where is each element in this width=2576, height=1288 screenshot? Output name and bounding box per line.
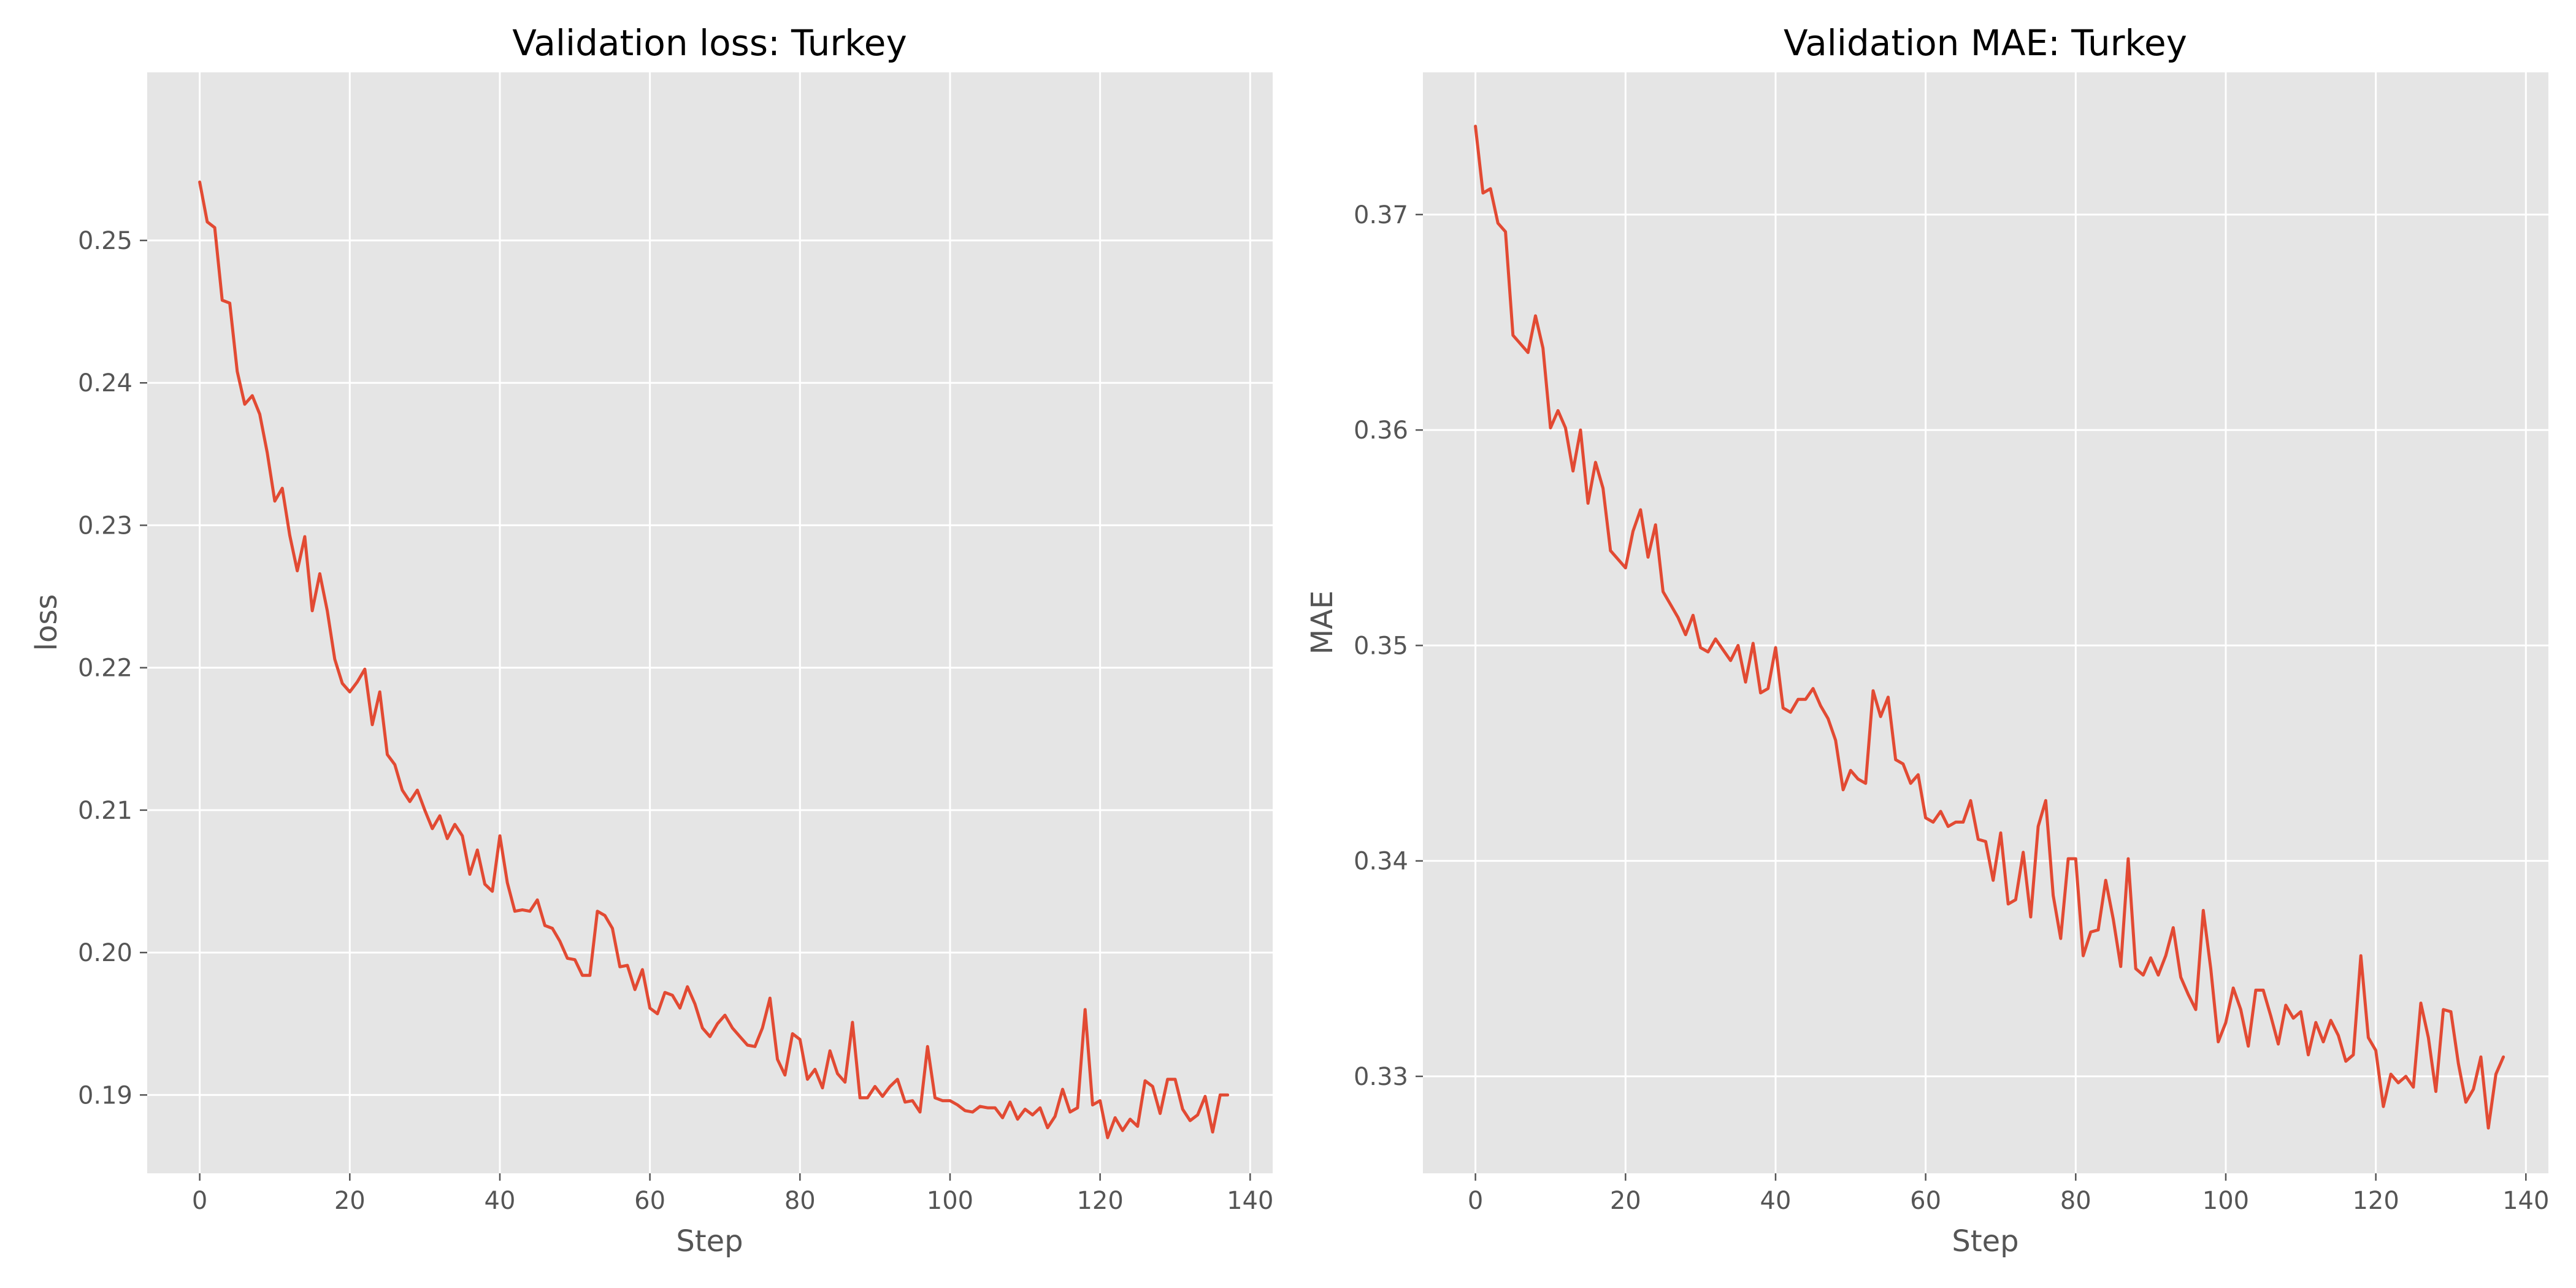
loss-x-tick-label: 0	[192, 1187, 207, 1215]
loss-ticks: 0 20 40 60 80 100 120 140 0.19 0.20 0.21 0.22 0.23 0.…	[78, 227, 1274, 1215]
loss-y-tick-label: 0.21	[78, 797, 132, 825]
mae-y-tick-label: 0.37	[1354, 201, 1408, 229]
mae-y-tick-label: 0.35	[1354, 632, 1408, 660]
mae-x-tick-label: 40	[1760, 1187, 1792, 1215]
mae-plot-area	[1423, 72, 2548, 1173]
loss-x-tick-label: 120	[1076, 1187, 1123, 1215]
loss-series-line	[198, 180, 1230, 1140]
mae-ticks: 0 20 40 60 80 100 120 140 0.33 0.34 0.35 0.36 0.37	[1354, 201, 2550, 1215]
loss-y-tick-label: 0.20	[78, 939, 132, 967]
loss-x-tick-label: 80	[784, 1187, 816, 1215]
loss-gridlines	[147, 72, 1273, 1173]
mae-y-tick-label: 0.34	[1354, 848, 1408, 876]
loss-chart: 0 20 40 60 80 100 120 140 0.19 0.20 0.21 0.22 0.23 0.…	[29, 22, 1273, 1259]
mae-series	[1474, 125, 2505, 1130]
loss-y-tick-label: 0.19	[78, 1081, 132, 1110]
loss-chart-title: Validation loss: Turkey	[512, 22, 907, 64]
mae-x-tick-label: 140	[2502, 1187, 2549, 1215]
mae-chart-title: Validation MAE: Turkey	[1784, 22, 2187, 64]
mae-series-line	[1474, 125, 2505, 1130]
mae-y-tick-label: 0.33	[1354, 1063, 1408, 1091]
mae-chart: 0 20 40 60 80 100 120 140 0.33 0.34 0.35 0.36 0.37 V…	[1305, 22, 2549, 1259]
loss-x-tick-label: 40	[485, 1187, 516, 1215]
loss-y-axis-label: loss	[29, 594, 64, 651]
mae-x-tick-label: 20	[1610, 1187, 1641, 1215]
loss-y-tick-label: 0.22	[78, 654, 132, 683]
mae-y-axis-label: MAE	[1305, 591, 1340, 655]
loss-y-tick-label: 0.23	[78, 512, 132, 540]
mae-x-tick-label: 100	[2202, 1187, 2249, 1215]
mae-x-axis-label: Step	[1952, 1224, 2018, 1259]
loss-y-tick-label: 0.24	[78, 369, 132, 397]
loss-series	[198, 180, 1230, 1140]
loss-x-tick-label: 60	[634, 1187, 665, 1215]
loss-x-axis-label: Step	[676, 1224, 743, 1259]
mae-x-tick-label: 60	[1910, 1187, 1941, 1215]
mae-x-tick-label: 80	[2060, 1187, 2091, 1215]
mae-x-tick-label: 0	[1468, 1187, 1483, 1215]
mae-gridlines	[1423, 72, 2548, 1173]
mae-x-tick-label: 120	[2352, 1187, 2399, 1215]
loss-plot-area	[147, 72, 1273, 1173]
loss-x-tick-label: 20	[334, 1187, 366, 1215]
mae-y-tick-label: 0.36	[1354, 416, 1408, 445]
loss-x-tick-label: 140	[1227, 1187, 1273, 1215]
loss-y-tick-label: 0.25	[78, 227, 132, 255]
loss-x-tick-label: 100	[927, 1187, 973, 1215]
